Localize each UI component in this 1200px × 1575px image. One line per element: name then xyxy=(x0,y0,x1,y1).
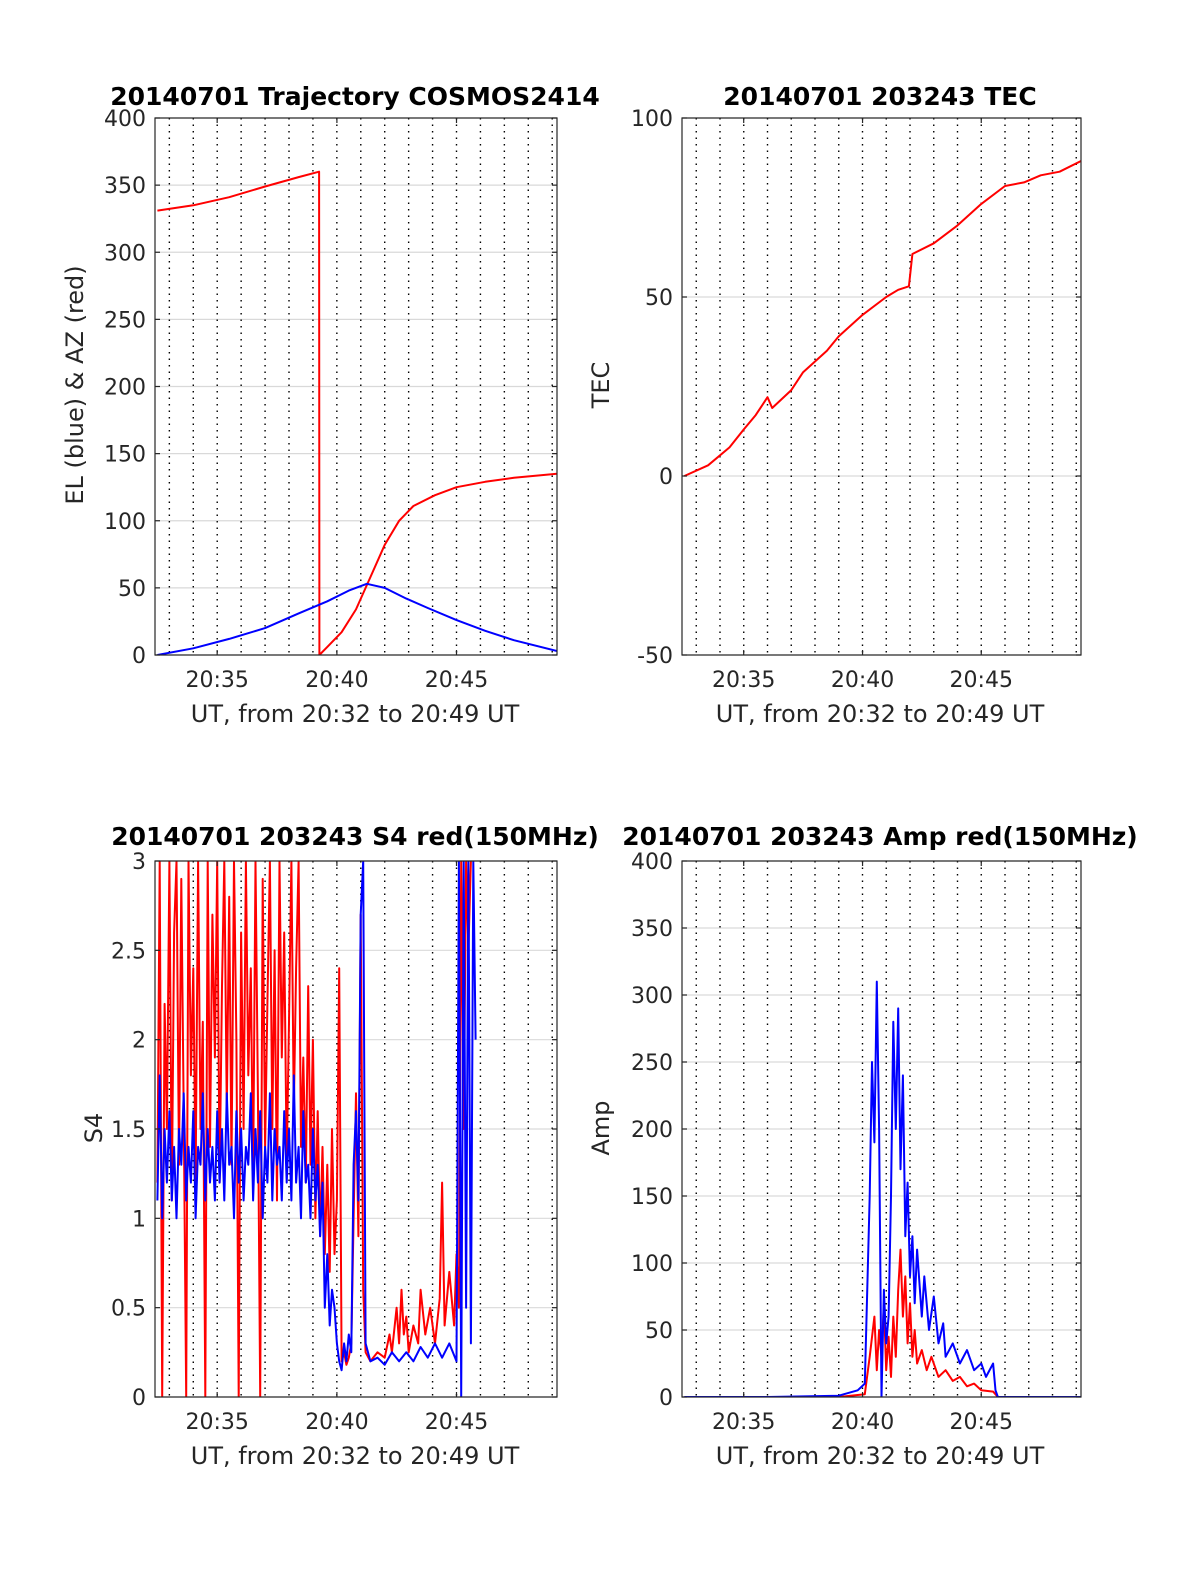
x-axis-label: UT, from 20:32 to 20:49 UT xyxy=(191,1442,520,1470)
plot-area xyxy=(154,117,558,656)
y-tick-label: 150 xyxy=(631,1185,673,1210)
x-tick-label: 20:40 xyxy=(305,1410,368,1435)
x-axis-label: UT, from 20:32 to 20:49 UT xyxy=(716,700,1045,728)
y-tick-label: 50 xyxy=(118,577,146,602)
y-axis-label: TEC xyxy=(587,362,615,410)
series-line-blue xyxy=(156,861,477,1397)
y-tick-label: -50 xyxy=(637,644,673,669)
chart-title: 20140701 203243 S4 red(150MHz) xyxy=(111,822,599,851)
y-tick-label: 0 xyxy=(132,644,146,669)
plot-area xyxy=(154,860,558,1398)
plot-area xyxy=(681,860,1082,1398)
y-tick-label: 50 xyxy=(645,1319,673,1344)
x-tick-label: 20:45 xyxy=(950,1410,1013,1435)
y-tick-label: 150 xyxy=(104,443,146,468)
x-tick-label: 20:35 xyxy=(712,668,775,693)
x-tick-label: 20:45 xyxy=(425,668,488,693)
x-tick-label: 20:45 xyxy=(950,668,1013,693)
x-tick-label: 20:45 xyxy=(425,1410,488,1435)
y-tick-label: 0 xyxy=(659,465,673,490)
y-tick-label: 300 xyxy=(104,241,146,266)
y-tick-label: 100 xyxy=(631,107,673,132)
y-tick-label: 200 xyxy=(104,376,146,401)
y-axis-label: Amp xyxy=(587,1100,615,1155)
y-tick-label: 2 xyxy=(132,1029,146,1054)
x-tick-label: 20:35 xyxy=(185,1410,248,1435)
amp-panel: 20140701 203243 Amp red(150MHz) UT, from… xyxy=(587,822,1138,1470)
s4-panel: 20140701 203243 S4 red(150MHz) UT, from … xyxy=(80,822,599,1470)
series-line-red xyxy=(157,170,557,655)
plot-area xyxy=(681,117,1082,656)
y-tick-label: 0 xyxy=(659,1386,673,1411)
x-tick-label: 20:35 xyxy=(712,1410,775,1435)
axes-box xyxy=(681,117,1082,656)
tec-panel: 20140701 203243 TEC UT, from 20:32 to 20… xyxy=(587,82,1082,728)
y-tick-label: 0.5 xyxy=(111,1297,146,1322)
chart-title: 20140701 203243 TEC xyxy=(723,82,1036,111)
chart-title: 20140701 Trajectory COSMOS2414 xyxy=(110,82,600,111)
y-tick-label: 1 xyxy=(132,1207,146,1232)
y-tick-label: 0 xyxy=(132,1386,146,1411)
x-tick-label: 20:35 xyxy=(185,668,248,693)
y-tick-label: 1.5 xyxy=(111,1118,146,1143)
y-tick-label: 350 xyxy=(104,174,146,199)
series-line-blue xyxy=(684,980,1081,1397)
y-axis-label: EL (blue) & AZ (red) xyxy=(61,265,89,504)
x-tick-label: 20:40 xyxy=(831,668,894,693)
y-tick-label: 250 xyxy=(104,308,146,333)
series-line-red xyxy=(683,160,1081,477)
y-tick-label: 300 xyxy=(631,984,673,1009)
y-axis-label: S4 xyxy=(80,1113,108,1144)
y-tick-label: 2.5 xyxy=(111,939,146,964)
y-tick-label: 250 xyxy=(631,1051,673,1076)
series-line-red xyxy=(684,1248,1081,1397)
x-axis-label: UT, from 20:32 to 20:49 UT xyxy=(191,700,520,728)
y-tick-label: 400 xyxy=(631,850,673,875)
y-tick-label: 3 xyxy=(132,850,146,875)
chart-title: 20140701 203243 Amp red(150MHz) xyxy=(622,822,1138,851)
x-tick-label: 20:40 xyxy=(831,1410,894,1435)
y-tick-label: 50 xyxy=(645,286,673,311)
x-axis-label: UT, from 20:32 to 20:49 UT xyxy=(716,1442,1045,1470)
series-line-blue xyxy=(157,582,557,655)
trajectory-panel: 20140701 Trajectory COSMOS2414 UT, from … xyxy=(61,82,600,728)
x-tick-label: 20:40 xyxy=(305,668,368,693)
y-tick-label: 100 xyxy=(631,1252,673,1277)
y-tick-label: 100 xyxy=(104,510,146,535)
y-tick-label: 200 xyxy=(631,1118,673,1143)
y-tick-label: 350 xyxy=(631,917,673,942)
y-tick-label: 400 xyxy=(104,107,146,132)
